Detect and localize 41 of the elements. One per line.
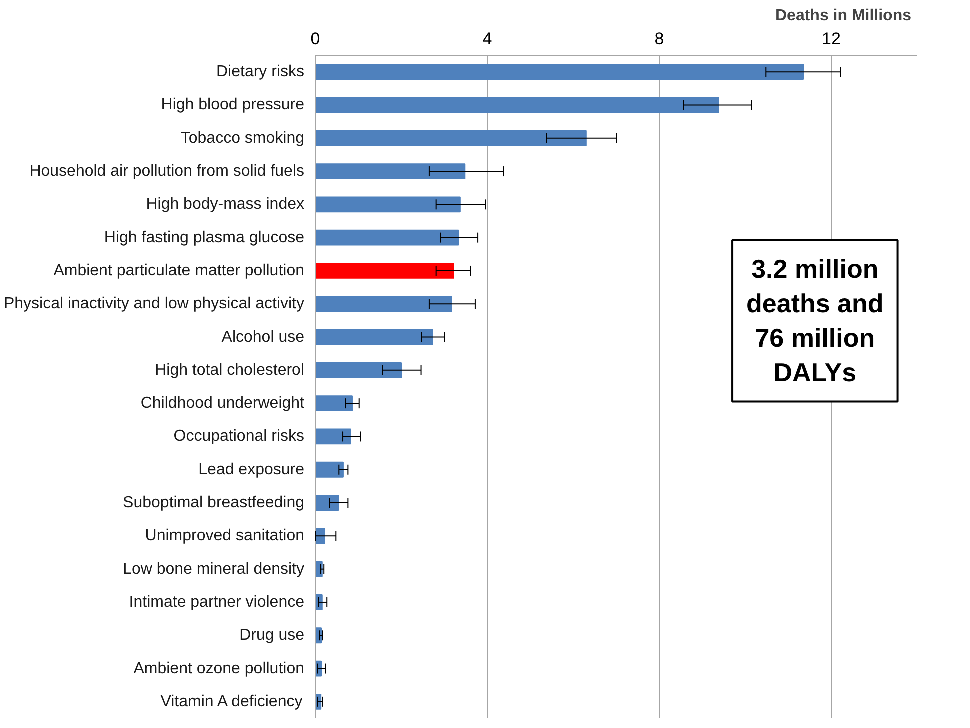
bar xyxy=(316,196,461,213)
bar xyxy=(316,528,326,544)
bar xyxy=(316,64,804,80)
x-tick-label: 8 xyxy=(654,30,664,48)
x-axis-title: Deaths in Millions xyxy=(775,8,912,24)
bar xyxy=(316,97,720,114)
y-tick-label: Vitamin A deficiency xyxy=(160,693,303,710)
annotation: 3.2 million deaths and 76 million DALYs xyxy=(746,254,884,388)
y-tick-label: Tobacco smoking xyxy=(180,130,305,147)
y-tick-label: Physical inactivity and low physical activity xyxy=(4,296,304,313)
y-tick-label: Unimproved sanitation xyxy=(145,528,305,545)
bar xyxy=(316,462,344,478)
bar xyxy=(316,296,452,312)
y-tick-label: High body-mass index xyxy=(146,196,304,214)
bar xyxy=(316,428,352,445)
bar xyxy=(316,362,402,378)
y-tick-label: Occupational risks xyxy=(174,428,304,446)
y-tick-label: Ambient ozone pollution xyxy=(134,660,304,678)
y-tick-label: High fasting plasma glucose xyxy=(104,229,305,246)
bar xyxy=(316,263,454,279)
bar xyxy=(316,495,340,511)
y-tick-label: Dietary risks xyxy=(216,64,305,81)
y-tick-label: Lead exposure xyxy=(198,461,305,478)
x-tick-label: 12 xyxy=(822,30,841,48)
x-tick-label: 0 xyxy=(310,30,320,48)
bar xyxy=(316,396,353,412)
bar xyxy=(316,164,466,180)
y-tick-label: Alcohol use xyxy=(222,328,305,346)
y-tick-label: Ambient particulate matter pollution xyxy=(54,262,304,280)
bar xyxy=(316,230,460,246)
y-tick-label: Childhood underweight xyxy=(140,395,306,412)
y-tick-label: Drug use xyxy=(240,627,305,644)
bar xyxy=(316,329,434,346)
y-tick-label: Low bone mineral density xyxy=(123,560,304,578)
bar xyxy=(316,130,587,146)
y-tick-label: Suboptimal breastfeeding xyxy=(123,494,304,512)
y-tick-label: High blood pressure xyxy=(161,96,305,114)
y-tick-label: Household air pollution from solid fuels xyxy=(30,163,304,180)
y-tick-label: High total cholesterol xyxy=(155,362,305,379)
y-tick-label: Intimate partner violence xyxy=(129,594,305,611)
x-tick-label: 4 xyxy=(482,30,492,48)
